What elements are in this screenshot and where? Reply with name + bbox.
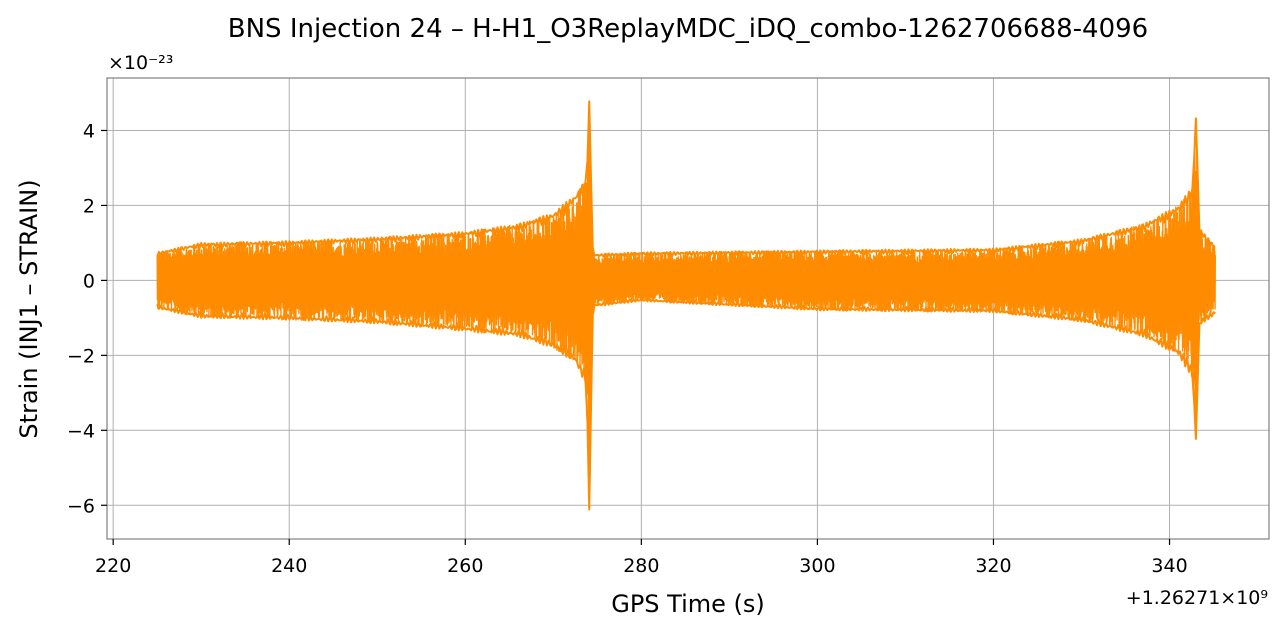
x-tick-label: 220 — [95, 555, 131, 577]
y-scale-label: ×10⁻²³ — [108, 52, 173, 74]
x-tick-label: 300 — [799, 555, 835, 577]
y-tick-label: −6 — [67, 495, 95, 517]
y-tick-label: −2 — [67, 345, 95, 367]
y-tick-label: 4 — [83, 120, 95, 142]
tick-layer: 220 240 260 280 300 320 340 −6 −4 −2 0 2 4 — [67, 120, 1188, 577]
x-tick-label: 340 — [1151, 555, 1187, 577]
x-axis-label: GPS Time (s) — [611, 590, 765, 618]
chart-title: BNS Injection 24 – H-H1_O3ReplayMDC_iDQ_… — [228, 14, 1148, 44]
strain-envelope-lower — [156, 297, 1216, 511]
y-axis-label: Strain (INJ1 – STRAIN) — [15, 179, 43, 438]
x-tick-label: 240 — [271, 555, 307, 577]
plot-frame — [106, 77, 1270, 540]
strain-signal-line — [156, 130, 1216, 488]
y-tick-label: 2 — [83, 195, 95, 217]
y-tick-label: 0 — [83, 270, 95, 292]
x-offset-label: +1.26271×10⁹ — [1126, 587, 1268, 609]
y-tick-label: −4 — [67, 420, 95, 442]
strain-envelope-upper — [156, 100, 1216, 259]
signal-layer — [156, 100, 1216, 511]
x-tick-label: 260 — [447, 555, 483, 577]
x-tick-label: 320 — [975, 555, 1011, 577]
x-tick-label: 280 — [623, 555, 659, 577]
